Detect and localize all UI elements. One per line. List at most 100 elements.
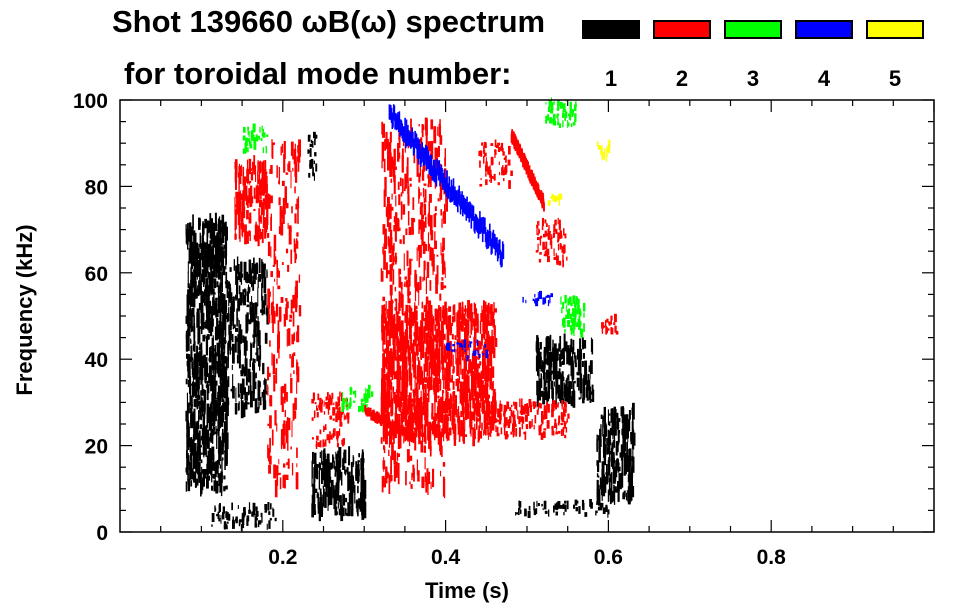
spectral-streak: [337, 433, 339, 438]
spectral-streak: [409, 259, 412, 275]
spectral-streak: [312, 451, 314, 465]
spectral-streak: [583, 378, 585, 385]
spectral-streak: [481, 333, 483, 346]
spectral-streak: [396, 340, 398, 360]
spectral-streak: [276, 469, 279, 487]
spectral-streak: [581, 499, 585, 507]
spectral-streak: [319, 488, 322, 495]
spectral-streak: [261, 125, 263, 132]
spectral-streak: [455, 413, 457, 418]
region-mode-3-19: [560, 294, 586, 338]
spectral-streak: [199, 218, 201, 227]
spectral-streak: [616, 459, 619, 466]
spectral-streak: [394, 230, 397, 242]
spectral-streak: [429, 194, 432, 203]
spectral-streak: [222, 329, 224, 337]
spectral-streak: [276, 278, 278, 286]
spectral-streak: [307, 134, 311, 142]
spectral-streak: [314, 152, 317, 157]
spectral-streak: [583, 340, 587, 349]
spectral-streak: [465, 319, 468, 336]
spectral-streak: [543, 253, 547, 257]
spectral-streak: [308, 150, 310, 154]
spectral-streak: [248, 286, 250, 294]
spectral-streak: [298, 305, 302, 317]
spectral-streak: [504, 433, 508, 440]
spectral-streak: [332, 418, 335, 421]
spectral-streak: [255, 303, 258, 308]
spectral-streak: [214, 383, 216, 389]
spectral-streak: [418, 357, 420, 371]
spectral-streak: [452, 354, 454, 367]
spectral-streak: [311, 437, 314, 440]
spectral-streak: [483, 430, 485, 436]
spectral-streak: [463, 339, 466, 348]
spectral-streak: [323, 400, 325, 407]
spectral-streak: [393, 225, 396, 232]
spectral-streak: [213, 427, 216, 431]
spectral-streak: [456, 389, 460, 392]
spectral-streak: [392, 357, 395, 375]
spectral-streak: [387, 340, 390, 356]
spectral-streak: [388, 238, 392, 254]
spectral-streak: [200, 436, 203, 441]
spectral-streak: [341, 404, 344, 412]
spectral-streak: [389, 131, 392, 143]
spectral-streak: [439, 306, 442, 322]
spectral-streak: [271, 144, 273, 159]
spectral-streak: [486, 333, 489, 343]
spectral-streak: [245, 137, 248, 142]
spectral-streak: [434, 324, 437, 331]
spectral-streak: [414, 281, 417, 302]
spectral-streak: [432, 363, 436, 376]
spectral-streak: [421, 301, 424, 309]
spectral-streak: [479, 160, 481, 168]
spectral-streak: [273, 310, 276, 324]
spectral-streak: [366, 403, 368, 408]
spectral-streak: [187, 434, 190, 450]
spectral-streak: [243, 508, 245, 512]
spectral-streak: [243, 295, 246, 306]
spectral-streak: [219, 396, 221, 409]
spectral-streak: [439, 135, 443, 145]
spectral-streak: [504, 417, 507, 422]
spectral-streak: [388, 203, 392, 219]
spectral-streak: [386, 408, 389, 420]
spectral-streak: [383, 446, 386, 454]
spectral-streak: [549, 334, 552, 352]
spectral-streak: [316, 493, 318, 499]
spectral-streak: [434, 397, 436, 416]
spectral-streak: [429, 246, 432, 261]
spectral-streak: [568, 348, 571, 361]
spectral-streak: [425, 127, 428, 147]
spectral-streak: [268, 455, 272, 465]
spectral-streak: [483, 300, 485, 320]
spectral-streak: [419, 426, 422, 430]
spectral-streak: [483, 153, 485, 158]
spectral-streak: [383, 475, 385, 480]
spectral-streak: [514, 401, 517, 410]
spectral-streak: [193, 448, 196, 456]
spectral-streak: [518, 416, 521, 425]
spectral-streak: [483, 384, 485, 399]
spectral-streak: [251, 271, 253, 288]
spectral-streak: [207, 308, 210, 324]
spectral-streak: [276, 423, 278, 432]
chirp-streak: [377, 416, 380, 424]
spectral-streak: [609, 473, 612, 483]
spectral-streak: [398, 133, 401, 148]
spectral-streak: [218, 321, 221, 326]
spectral-streak: [361, 493, 364, 497]
region-mode-2-9: [266, 139, 302, 498]
spectral-streak: [278, 226, 282, 235]
spectral-streak: [511, 428, 514, 432]
spectral-streak: [280, 429, 284, 446]
spectral-streak: [557, 103, 560, 111]
spectral-streak: [544, 510, 548, 514]
spectral-streak: [404, 281, 406, 285]
spectral-streak: [499, 413, 502, 421]
spectral-streak: [387, 151, 390, 171]
spectral-streak: [590, 360, 593, 374]
spectral-streak: [278, 307, 282, 322]
spectral-streak: [293, 332, 296, 342]
